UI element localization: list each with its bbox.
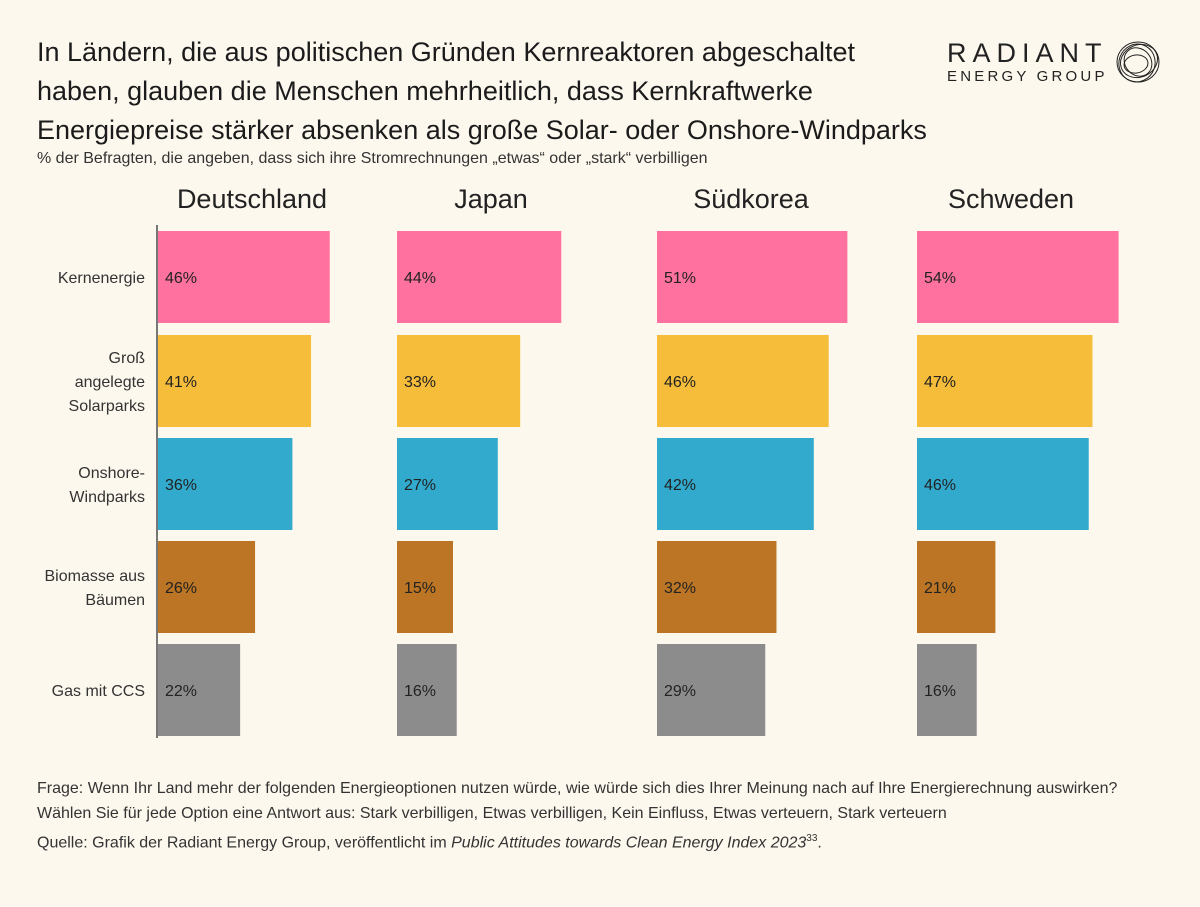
- data-label: 36%: [165, 477, 197, 494]
- bar: [657, 438, 814, 530]
- chart-subtitle: % der Befragten, die angeben, dass sich …: [37, 150, 708, 167]
- data-label: 21%: [924, 580, 956, 597]
- logo-subline: ENERGY GROUP: [947, 68, 1108, 85]
- data-label: 27%: [404, 477, 436, 494]
- source-note: Quelle: Grafik der Radiant Energy Group,…: [37, 826, 1167, 855]
- bar: [917, 644, 977, 736]
- category-label: Gas mit CCS: [52, 683, 145, 700]
- data-label: 46%: [664, 374, 696, 391]
- panel-title: Schweden: [948, 184, 1074, 214]
- source-title: Public Attitudes towards Clean Energy In…: [451, 834, 807, 852]
- bar: [397, 231, 562, 323]
- data-label: 32%: [664, 580, 696, 597]
- bar: [917, 335, 1093, 427]
- data-label: 51%: [664, 270, 696, 287]
- source-suffix: .: [817, 834, 822, 852]
- bar: [917, 541, 996, 633]
- data-label: 26%: [165, 580, 197, 597]
- bar: [158, 644, 241, 736]
- data-label: 29%: [664, 683, 696, 700]
- data-label: 16%: [404, 683, 436, 700]
- chart-title: In Ländern, die aus politischen Gründen …: [37, 37, 927, 145]
- category-label: Bäumen: [85, 592, 145, 609]
- bar: [158, 541, 256, 633]
- bar: [397, 438, 498, 530]
- bar: [657, 335, 829, 427]
- footer-notes: Frage: Wenn Ihr Land mehr der folgenden …: [37, 776, 1167, 855]
- panel-title: Japan: [454, 184, 528, 214]
- bar: [158, 335, 312, 427]
- data-label: 16%: [924, 683, 956, 700]
- category-label: Biomasse aus: [45, 568, 146, 585]
- data-label: 44%: [404, 270, 436, 287]
- data-label: 54%: [924, 270, 956, 287]
- category-label: Windparks: [69, 489, 145, 506]
- source-ref: 33: [806, 833, 818, 844]
- scribble-circle-icon: [1116, 41, 1160, 83]
- bar: [397, 335, 521, 427]
- data-label: 41%: [165, 374, 197, 391]
- category-label: angelegte: [75, 374, 145, 391]
- category-label: Onshore-: [78, 465, 145, 482]
- brand-logo: RADIANT ENERGY GROUP: [940, 38, 1165, 88]
- data-label: 46%: [924, 477, 956, 494]
- panel-title: Südkorea: [693, 184, 810, 214]
- data-label: 33%: [404, 374, 436, 391]
- category-label: Solarparks: [69, 398, 145, 415]
- category-label: Groß: [109, 350, 146, 367]
- data-label: 47%: [924, 374, 956, 391]
- category-label: Kernenergie: [58, 270, 145, 287]
- bar: [397, 541, 453, 633]
- bar: [657, 231, 848, 323]
- bar: [657, 644, 766, 736]
- bar: [158, 231, 330, 323]
- bar: [917, 231, 1119, 323]
- source-prefix: Quelle: Grafik der Radiant Energy Group,…: [37, 834, 452, 852]
- data-label: 15%: [404, 580, 436, 597]
- survey-question: Frage: Wenn Ihr Land mehr der folgenden …: [37, 780, 1118, 822]
- bar: [657, 541, 777, 633]
- bar: [917, 438, 1089, 530]
- data-label: 42%: [664, 477, 696, 494]
- logo-wordmark: RADIANT: [947, 38, 1108, 68]
- panel-title: Deutschland: [177, 184, 327, 214]
- bar: [397, 644, 457, 736]
- data-label: 46%: [165, 270, 197, 287]
- data-label: 22%: [165, 683, 197, 700]
- bar: [158, 438, 293, 530]
